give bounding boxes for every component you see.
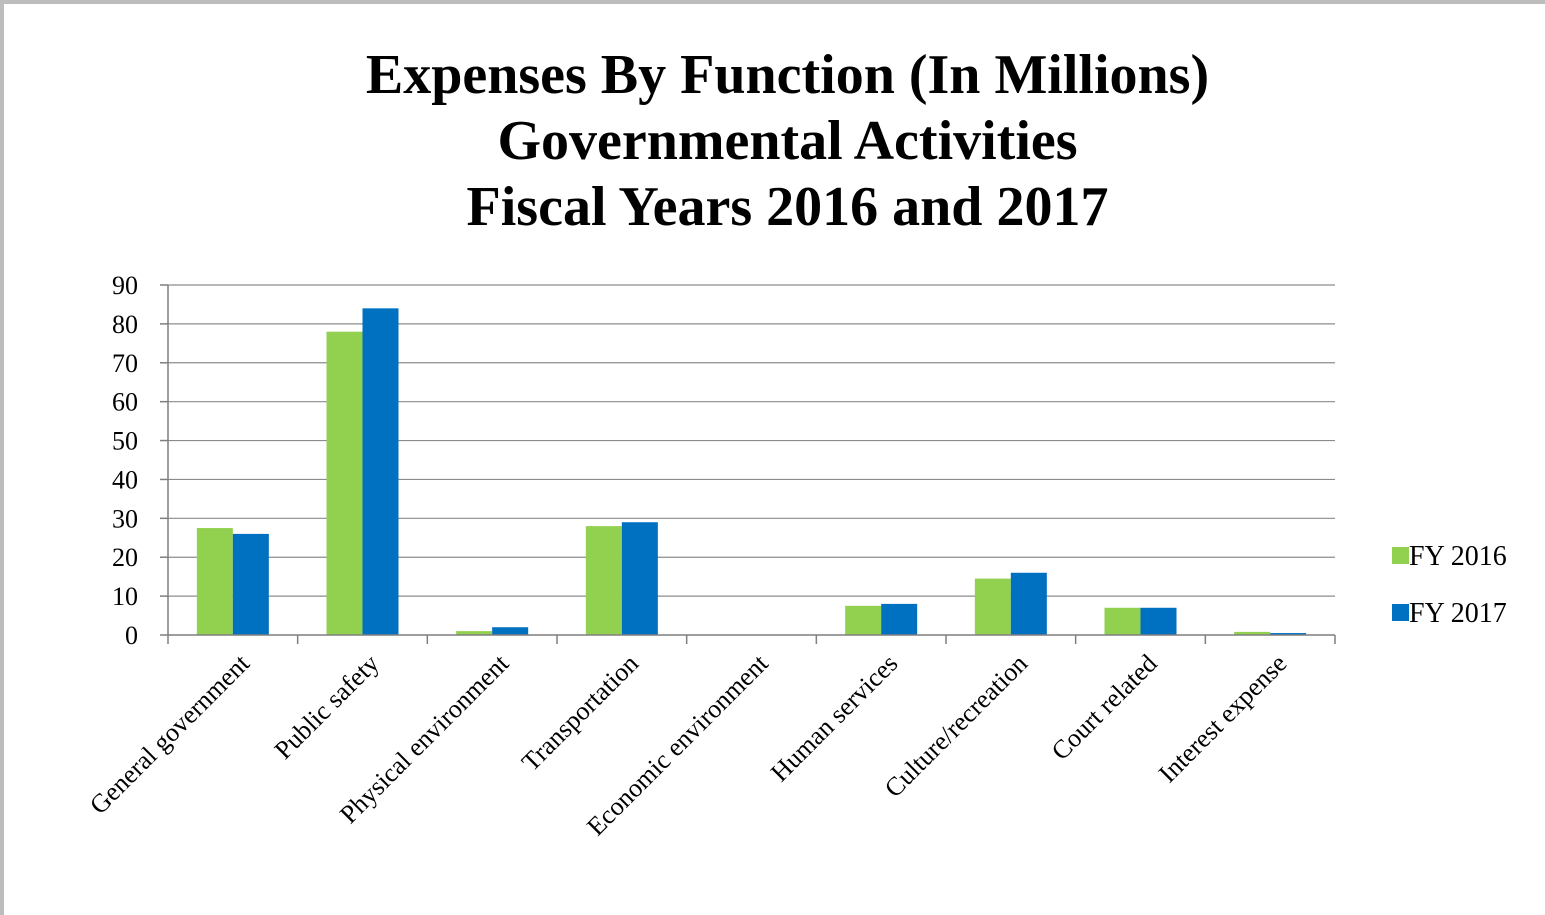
legend-label: FY 2016 <box>1409 541 1507 572</box>
chart-title-line-2: Governmental Activities <box>497 110 1078 172</box>
bar-fy-2016-8 <box>1234 631 1271 635</box>
bar-fy-2016-6 <box>974 578 1011 635</box>
bar-fy-2016-2 <box>456 631 493 635</box>
x-tick-label: Interest expense <box>1153 649 1292 788</box>
x-tick-label: Court related <box>1046 649 1163 766</box>
y-tick-label: 20 <box>112 543 138 572</box>
x-tick-label: Transportation <box>516 649 644 777</box>
legend-swatch-fy-2016 <box>1392 547 1409 564</box>
chart-title-line-3: Fiscal Years 2016 and 2017 <box>466 176 1109 238</box>
bars <box>196 308 1307 635</box>
bar-fy-2017-5 <box>881 603 918 635</box>
bar-fy-2016-1 <box>326 331 363 635</box>
y-tick-label: 40 <box>112 465 138 494</box>
axes <box>160 284 1336 644</box>
y-tick-label: 30 <box>112 504 138 533</box>
chart-title: Expenses By Function (In Millions) Gover… <box>0 42 1545 240</box>
bar-fy-2017-8 <box>1270 633 1307 635</box>
bar-fy-2017-6 <box>1010 572 1047 635</box>
x-tick-labels: General government Public safetyPhysical … <box>84 648 1292 841</box>
x-tick-label: Public safety <box>269 649 385 765</box>
bar-fy-2016-0 <box>196 528 233 635</box>
x-tick-label: Human services <box>765 649 903 787</box>
y-tick-label: 0 <box>125 621 138 650</box>
chart-title-line-1: Expenses By Function (In Millions) <box>365 44 1210 106</box>
y-tick-label: 70 <box>112 349 138 378</box>
bar-fy-2016-3 <box>585 526 622 635</box>
bar-fy-2016-5 <box>845 605 882 635</box>
y-tick-label: 50 <box>112 427 138 456</box>
legend: FY 2016 FY 2017 <box>1392 541 1507 629</box>
x-tick-label: Culture/recreation <box>879 649 1033 803</box>
legend-swatch-fy-2017 <box>1392 604 1409 621</box>
bar-fy-2017-3 <box>621 522 658 635</box>
bar-fy-2017-2 <box>492 627 529 635</box>
y-tick-label: 90 <box>112 271 138 300</box>
bar-fy-2017-1 <box>362 308 399 635</box>
bar-fy-2017-7 <box>1140 607 1177 635</box>
y-tick-label: 80 <box>112 310 138 339</box>
bar-fy-2017-0 <box>232 533 269 635</box>
y-tick-label: 60 <box>112 388 138 417</box>
x-tick-label: General government <box>84 648 256 820</box>
bar-fy-2016-7 <box>1104 607 1141 635</box>
y-tick-labels: 0 10 20 30 40 50 60 70 80 90 <box>112 271 138 650</box>
legend-label: FY 2017 <box>1409 598 1507 629</box>
y-tick-label: 10 <box>112 582 138 611</box>
